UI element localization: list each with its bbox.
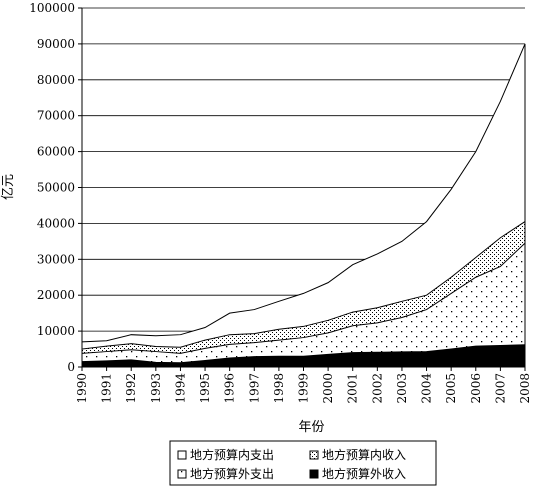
axes bbox=[78, 7, 526, 371]
area-series bbox=[81, 43, 526, 368]
legend-label: 地方预算内收入 bbox=[322, 447, 406, 462]
legend-swatch bbox=[309, 450, 319, 460]
x-tick-label: 2000 bbox=[321, 373, 335, 404]
x-axis-label: 年份 bbox=[298, 420, 324, 435]
y-tick-label: 40000 bbox=[37, 216, 75, 230]
x-tick-labels: 1990 1991 1992 1993 1994 1995 1996 1997 1998 1999… bbox=[75, 373, 532, 404]
x-tick-label: 2003 bbox=[395, 373, 409, 404]
legend-swatch bbox=[309, 469, 319, 479]
y-tick-label: 10000 bbox=[37, 324, 75, 338]
y-tick-label: 0 bbox=[67, 360, 75, 374]
x-tick-label: 1997 bbox=[247, 373, 261, 404]
y-axis-label: 亿元 bbox=[1, 174, 16, 200]
legend-label: 地方预算外收入 bbox=[322, 466, 406, 481]
x-tick-label: 2005 bbox=[444, 373, 458, 404]
x-tick-label: 1991 bbox=[100, 373, 114, 404]
legend-label: 地方预算内支出 bbox=[190, 447, 274, 462]
plot-areas bbox=[81, 43, 526, 368]
y-tick-label: 20000 bbox=[37, 288, 75, 302]
x-tick-label: 1996 bbox=[223, 373, 237, 404]
gridlines bbox=[82, 7, 525, 332]
y-tick-label: 80000 bbox=[37, 73, 75, 87]
area-series bbox=[81, 344, 526, 368]
y-tick-label: 50000 bbox=[37, 181, 75, 195]
y-tick-labels: 0 10000 20000 30000 40000 50000 60000 70000 8000… bbox=[29, 1, 75, 374]
x-tick-label: 2007 bbox=[493, 373, 507, 404]
area-series bbox=[81, 241, 526, 368]
x-tick-label: 2001 bbox=[346, 373, 360, 404]
x-tick-label: 1999 bbox=[297, 373, 311, 404]
y-tick-label: 60000 bbox=[37, 145, 75, 159]
legend-swatch bbox=[177, 469, 187, 479]
x-tick-label: 2008 bbox=[518, 373, 532, 404]
legend-label: 地方预算外支出 bbox=[190, 466, 274, 481]
x-tick-label: 2006 bbox=[469, 373, 483, 404]
x-tick-label: 1990 bbox=[75, 373, 89, 404]
legend-swatch bbox=[177, 450, 187, 460]
x-tick-label: 2004 bbox=[420, 373, 434, 404]
x-tick-label: 1992 bbox=[124, 373, 138, 404]
y-tick-label: 70000 bbox=[37, 109, 75, 123]
x-tick-label: 1994 bbox=[173, 373, 187, 404]
legend-box bbox=[169, 440, 437, 486]
y-tick-label: 30000 bbox=[37, 252, 75, 266]
x-tick-label: 1993 bbox=[149, 373, 163, 404]
x-tick-label: 2002 bbox=[370, 373, 384, 404]
x-tick-label: 1998 bbox=[272, 373, 286, 404]
x-tick-label: 1995 bbox=[198, 373, 212, 404]
y-tick-label: 100000 bbox=[29, 1, 75, 15]
y-tick-label: 90000 bbox=[37, 37, 75, 51]
